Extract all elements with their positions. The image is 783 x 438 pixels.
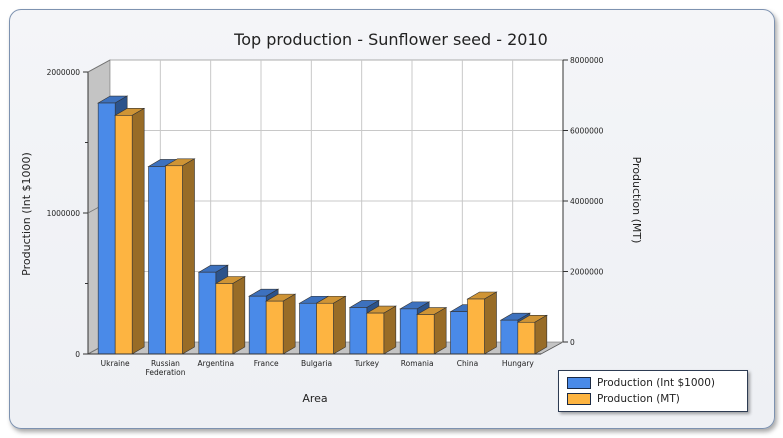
x-tick-label: Ukraine [101, 359, 130, 368]
y-left-tick-label: 1000000 [47, 209, 81, 218]
bar-series-1 [500, 319, 519, 355]
y-left-tick-label: 0 [75, 350, 80, 359]
y-right-tick-label: 0 [570, 338, 575, 347]
x-tick-label: France [254, 359, 279, 368]
bar-series-2-side [232, 275, 246, 355]
bar-series-2 [265, 300, 284, 355]
bar-series-2-side [182, 158, 195, 355]
bar-series-1 [148, 166, 166, 355]
bar-series-2-side [282, 293, 296, 355]
x-tick-label: China [457, 359, 478, 368]
y-right-tick-label: 2000000 [570, 268, 604, 277]
bar-series-2 [316, 302, 334, 355]
bar-series-2-side [433, 306, 447, 355]
bar-series-2-side [131, 107, 145, 355]
bar-series-2-side [484, 291, 497, 355]
y-right-tick-label: 6000000 [570, 127, 604, 136]
x-tick-label: Romania [401, 359, 434, 368]
x-tick-label: Russian Federation [146, 359, 186, 377]
y-axis-left-title: Production (Int $1000) [20, 152, 33, 276]
y-left-tick-label: 2000000 [47, 68, 81, 77]
y-left-depth-line [87, 59, 111, 73]
bar-series-2 [366, 312, 385, 355]
bar-series-2 [467, 298, 485, 355]
bar-series-2 [215, 283, 234, 355]
bar-series-2-side [333, 295, 346, 355]
bar-series-1 [349, 307, 368, 355]
bar-series-2 [517, 321, 536, 355]
bar-series-1 [248, 295, 267, 355]
legend-swatch-series-1 [567, 377, 591, 389]
legend-swatch-series-2 [567, 393, 591, 405]
bar-series-1 [399, 308, 418, 355]
legend-label-series-2: Production (MT) [597, 393, 680, 405]
legend-item-series-1: Production (Int $1000) [567, 376, 715, 390]
chart-title: Top production - Sunflower seed - 2010 [233, 30, 548, 49]
bar-series-1 [198, 271, 217, 355]
plot-area: 0 2000000 4000000 6000000 8000000 0 1000000 200… [47, 56, 604, 377]
x-tick-label: Turkey [354, 359, 380, 368]
chart-legend: Production (Int $1000) Production (MT) [558, 370, 748, 412]
legend-item-series-2: Production (MT) [567, 392, 680, 406]
bar-series-2 [165, 165, 183, 355]
y-right-tick-label: 4000000 [570, 197, 604, 206]
bar-series-2 [114, 115, 133, 355]
bar-series-1 [299, 302, 317, 355]
y-axis-right-title: Production (MT) [630, 157, 643, 244]
bar-series-1 [97, 102, 116, 355]
bar-series-2 [416, 314, 435, 355]
x-axis-title: Area [302, 392, 327, 405]
bar-series-1 [450, 311, 468, 355]
x-tick-label: Hungary [502, 359, 535, 368]
x-tick-label: Argentina [198, 359, 235, 368]
bar-series-2-side [383, 305, 397, 355]
y-right-tick-label: 8000000 [570, 56, 604, 65]
bar-series-2-side [534, 314, 548, 355]
legend-label-series-1: Production (Int $1000) [597, 377, 716, 389]
x-tick-label: Bulgaria [301, 359, 332, 368]
